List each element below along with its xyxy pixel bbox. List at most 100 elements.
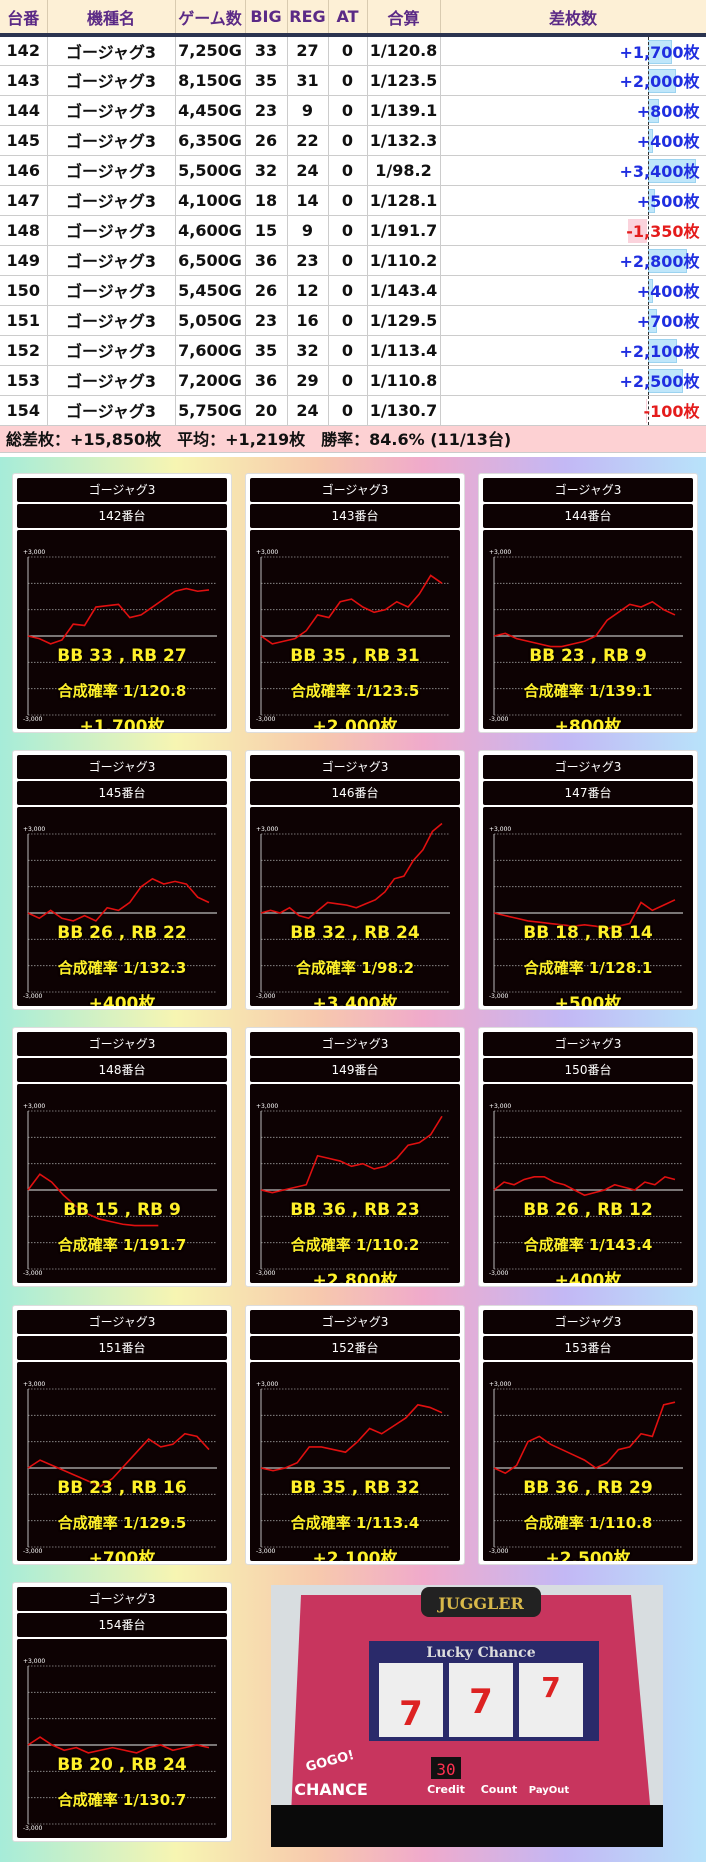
y-tick-label: -3,000 <box>489 1270 509 1277</box>
diff-cell: +500枚 <box>440 185 706 216</box>
cell: 9 <box>287 215 329 246</box>
diff-label: +500枚 <box>554 994 622 1006</box>
zero-line <box>647 245 649 275</box>
line-chart: +3,000 -3,000 BB 18 , RB 14 合成確率 1/128.1 +50… <box>483 807 693 1006</box>
cell: 1/132.3 <box>367 125 441 156</box>
cell: 24 <box>287 395 329 426</box>
unit-number: 146番台 <box>250 781 460 805</box>
diff-value: -1,350枚 <box>626 222 700 241</box>
rate-label: 合成確率 1/132.3 <box>57 959 187 977</box>
rate-label: 合成確率 1/139.1 <box>523 682 653 700</box>
cell: 5,450G <box>175 275 246 306</box>
cell: 1/110.8 <box>367 365 441 396</box>
graph-card[interactable]: ゴージャグ3 142番台 +3,000 -3,000 BB 33 , RB 27 合成確率… <box>12 473 232 733</box>
bb-rb-label: BB 26 , RB 22 <box>57 923 187 943</box>
column-header[interactable]: ゲーム数 <box>175 0 246 37</box>
graph-card[interactable]: ゴージャグ3 149番台 +3,000 -3,000 BB 36 , RB 23 合成確率… <box>245 1027 465 1287</box>
column-header[interactable]: 機種名 <box>47 0 176 37</box>
column-header[interactable]: BIG <box>245 0 288 37</box>
column-header[interactable]: 合算 <box>367 0 441 37</box>
line-chart: +3,000 -3,000 BB 26 , RB 12 合成確率 1/143.4 +40… <box>483 1084 693 1283</box>
zero-line <box>647 275 649 305</box>
graph-card[interactable]: ゴージャグ3 152番台 +3,000 -3,000 BB 35 , RB 32 合成確率… <box>245 1305 465 1565</box>
machine-name: ゴージャグ3 <box>483 478 693 502</box>
y-tick-label: +3,000 <box>256 1381 278 1388</box>
graph-card[interactable]: ゴージャグ3 150番台 +3,000 -3,000 BB 26 , RB 12 合成確率… <box>478 1027 698 1287</box>
y-tick-label: +3,000 <box>489 549 511 556</box>
y-tick-label: -3,000 <box>489 1548 509 1555</box>
diff-cell: -100枚 <box>440 395 706 426</box>
credit-label: Credit <box>427 1783 465 1796</box>
y-tick-label: +3,000 <box>23 1381 45 1388</box>
graph-card[interactable]: ゴージャグ3 148番台 +3,000 -3,000 BB 15 , RB 9 合成確率 … <box>12 1027 232 1287</box>
zero-line <box>647 215 649 245</box>
cell: 1/120.8 <box>367 35 441 66</box>
diff-value: -100枚 <box>643 402 700 421</box>
bb-rb-label: BB 36 , RB 23 <box>290 1200 420 1220</box>
cell: ゴージャグ3 <box>47 395 176 426</box>
graph-card[interactable]: ゴージャグ3 143番台 +3,000 -3,000 BB 35 , RB 31 合成確率… <box>245 473 465 733</box>
line-chart: +3,000 -3,000 BB 15 , RB 9 合成確率 1/191.7 <box>17 1084 227 1283</box>
graph-card[interactable]: ゴージャグ3 146番台 +3,000 -3,000 BB 32 , RB 24 合成確率… <box>245 750 465 1010</box>
zero-line <box>647 155 649 185</box>
rate-label: 合成確率 1/191.7 <box>57 1236 187 1254</box>
diff-series-line <box>27 587 210 645</box>
cell: 16 <box>287 305 329 336</box>
y-tick-label: -3,000 <box>23 1825 43 1832</box>
cell: ゴージャグ3 <box>47 95 176 126</box>
unit-number: 142番台 <box>17 504 227 528</box>
summary-bar: 総差枚：+15,850枚 平均：+1,219枚 勝率：84.6% (11/13台… <box>0 425 706 453</box>
graph-card[interactable]: ゴージャグ3 147番台 +3,000 -3,000 BB 18 , RB 14 合成確率… <box>478 750 698 1010</box>
y-tick-label: -3,000 <box>256 1548 276 1555</box>
cell: 9 <box>287 95 329 126</box>
cell: 152 <box>0 335 48 366</box>
diff-cell: +2,800枚 <box>440 245 706 276</box>
zero-line <box>647 65 649 95</box>
cell: ゴージャグ3 <box>47 155 176 186</box>
diff-bar-positive <box>647 368 683 393</box>
diff-cell: +2,100枚 <box>440 335 706 366</box>
table-row: 148 ゴージャグ3 4,600G 15 9 0 1/191.7 -1,350枚 <box>0 215 706 246</box>
y-tick-label: -3,000 <box>489 716 509 723</box>
y-tick-label: -3,000 <box>489 993 509 1000</box>
column-header[interactable]: REG <box>287 0 329 37</box>
graph-card[interactable]: ゴージャグ3 153番台 +3,000 -3,000 BB 36 , RB 29 合成確率… <box>478 1305 698 1565</box>
cell: 153 <box>0 365 48 396</box>
zero-line <box>647 37 649 65</box>
cell: 149 <box>0 245 48 276</box>
diff-value: +400枚 <box>636 132 700 151</box>
cell: 0 <box>328 95 368 126</box>
cell: 6,500G <box>175 245 246 276</box>
y-tick-label: -3,000 <box>23 993 43 1000</box>
rate-label: 合成確率 1/130.7 <box>57 1791 187 1809</box>
graph-card[interactable]: ゴージャグ3 144番台 +3,000 -3,000 BB 23 , RB 9 合成確率 … <box>478 473 698 733</box>
column-header[interactable]: 差枚数 <box>440 0 706 37</box>
line-chart: +3,000 -3,000 BB 33 , RB 27 合成確率 1/120.8 +1,… <box>17 530 227 729</box>
column-header[interactable]: 台番 <box>0 0 48 37</box>
diff-series-line <box>260 1115 443 1194</box>
cell: 24 <box>287 155 329 186</box>
diff-series-line <box>27 1736 210 1754</box>
cell: 0 <box>328 275 368 306</box>
diff-cell: +2,500枚 <box>440 365 706 396</box>
bb-rb-label: BB 35 , RB 32 <box>290 1478 420 1498</box>
cell: ゴージャグ3 <box>47 65 176 96</box>
graph-card[interactable]: ゴージャグ3 151番台 +3,000 -3,000 BB 23 , RB 16 合成確率… <box>12 1305 232 1565</box>
cell: 1/110.2 <box>367 245 441 276</box>
cell: ゴージャグ3 <box>47 35 176 66</box>
column-header[interactable]: AT <box>328 0 368 37</box>
machine-name: ゴージャグ3 <box>483 755 693 779</box>
cell: 142 <box>0 35 48 66</box>
diff-value: +700枚 <box>636 312 700 331</box>
line-chart: +3,000 -3,000 BB 36 , RB 23 合成確率 1/110.2 +2,… <box>250 1084 460 1283</box>
cell: 27 <box>287 35 329 66</box>
graph-card[interactable]: ゴージャグ3 154番台 +3,000 -3,000 BB 20 , RB 24 合成確率… <box>12 1582 232 1842</box>
y-tick-label: -3,000 <box>23 716 43 723</box>
cell: 31 <box>287 65 329 96</box>
bb-rb-label: BB 23 , RB 16 <box>57 1478 187 1498</box>
cell: ゴージャグ3 <box>47 185 176 216</box>
graph-card[interactable]: ゴージャグ3 145番台 +3,000 -3,000 BB 26 , RB 22 合成確率… <box>12 750 232 1010</box>
cell: 32 <box>245 155 288 186</box>
diff-cell: +400枚 <box>440 275 706 306</box>
diff-label: +400枚 <box>88 994 156 1006</box>
